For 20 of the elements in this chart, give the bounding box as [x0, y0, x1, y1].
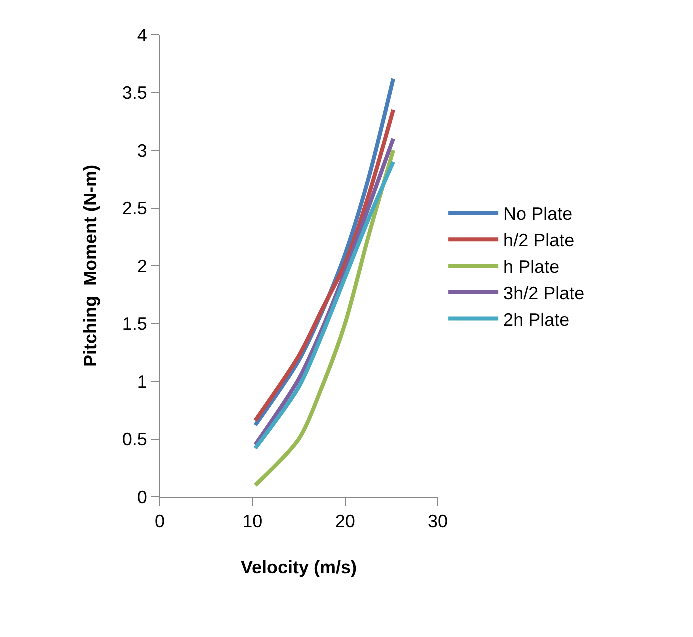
x-tick-label: 20	[335, 512, 356, 532]
x-tick-label: 0	[154, 512, 166, 532]
legend-label: h/2 Plate	[504, 230, 575, 251]
y-tick-label: 0.5	[122, 430, 148, 450]
y-tick-label: 0	[137, 487, 148, 508]
y-tick-label: 3.5	[122, 83, 148, 104]
x-tick-label: 10	[242, 512, 263, 532]
legend-label: 2h Plate	[504, 310, 570, 330]
y-tick-label: 2	[137, 256, 148, 276]
y-tick-label: 3	[137, 140, 148, 161]
y-tick-label: 4	[137, 25, 148, 46]
legend-label: h Plate	[504, 257, 560, 278]
x-axis-title: Velocity (m/s)	[240, 558, 358, 578]
y-tick-label: 1	[137, 372, 148, 392]
y-tick-label: 1.5	[122, 314, 148, 334]
x-tick-label: 30	[428, 512, 448, 532]
y-tick-label: 2.5	[122, 198, 148, 219]
legend-label: 3h/2 Plate	[504, 283, 585, 304]
legend-label: No Plate	[504, 204, 573, 224]
y-axis-title: Pitching Moment (N-m)	[80, 165, 101, 367]
